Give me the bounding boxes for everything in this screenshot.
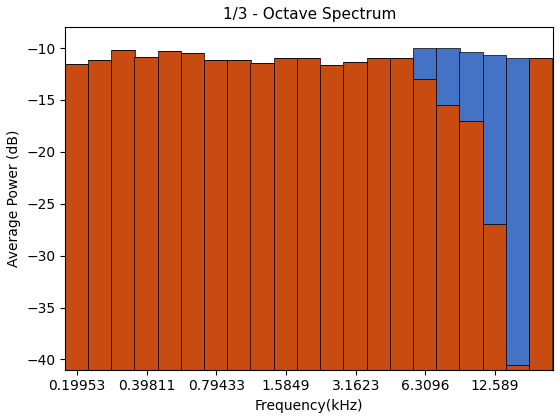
Bar xyxy=(227,60,251,370)
Bar xyxy=(65,63,88,370)
Bar xyxy=(297,58,320,370)
Bar xyxy=(250,63,274,370)
X-axis label: Frequency(kHz): Frequency(kHz) xyxy=(255,399,363,413)
Bar xyxy=(506,365,529,370)
Bar xyxy=(134,58,158,370)
Bar xyxy=(459,121,483,370)
Bar xyxy=(343,61,367,370)
Bar xyxy=(436,105,460,370)
Bar xyxy=(413,48,436,79)
Bar xyxy=(88,60,111,370)
Bar xyxy=(506,58,529,365)
Bar xyxy=(459,52,483,121)
Bar xyxy=(436,48,460,105)
Bar xyxy=(413,79,436,370)
Bar xyxy=(529,58,553,370)
Bar xyxy=(483,224,506,370)
Bar xyxy=(366,58,390,370)
Bar xyxy=(274,58,297,370)
Title: 1/3 - Octave Spectrum: 1/3 - Octave Spectrum xyxy=(222,7,396,22)
Bar xyxy=(157,51,181,370)
Bar xyxy=(181,53,204,370)
Bar xyxy=(390,58,413,370)
Bar xyxy=(483,55,506,224)
Bar xyxy=(320,65,343,370)
Bar xyxy=(204,60,227,370)
Y-axis label: Average Power (dB): Average Power (dB) xyxy=(7,130,21,267)
Bar xyxy=(111,50,134,370)
